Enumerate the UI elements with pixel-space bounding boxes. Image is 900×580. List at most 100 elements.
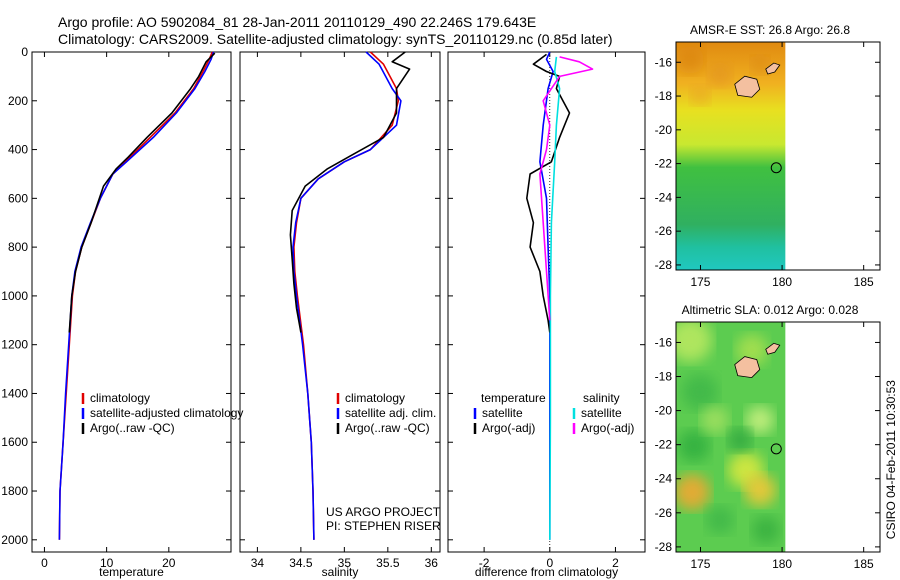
y-tick-label: -28 bbox=[655, 540, 673, 554]
legend-label: satellite bbox=[581, 406, 622, 420]
x-axis-label: salinity bbox=[322, 565, 359, 579]
legend-label: Argo(..raw -QC) bbox=[345, 421, 430, 435]
y-tick-label: 600 bbox=[8, 191, 28, 205]
y-tick-label: -18 bbox=[655, 370, 673, 384]
y-tick-label: -20 bbox=[655, 123, 673, 137]
map-frame bbox=[675, 41, 881, 271]
legend-label: Argo(-adj) bbox=[482, 421, 535, 435]
x-tick-label: 2 bbox=[612, 556, 619, 570]
profile-location-marker bbox=[770, 162, 782, 174]
y-tick-label: -22 bbox=[655, 157, 673, 171]
x-tick-label: 20 bbox=[162, 556, 176, 570]
x-tick-label: 35.5 bbox=[376, 556, 400, 570]
sst-patch bbox=[708, 63, 732, 87]
y-tick-label: -26 bbox=[655, 506, 673, 520]
x-axis-label: temperature bbox=[99, 565, 164, 579]
y-tick-label: -16 bbox=[655, 335, 673, 349]
series-line-climatology bbox=[293, 51, 400, 540]
legend-label: satellite bbox=[482, 406, 523, 420]
x-tick-label: 180 bbox=[772, 557, 792, 571]
panel-frame bbox=[31, 51, 232, 553]
y-tick-label: -26 bbox=[655, 224, 673, 238]
legend-label: Argo(..raw -QC) bbox=[90, 421, 175, 435]
legend-label: satellite adj. clim. bbox=[345, 406, 436, 420]
legend-title-temperature: temperature bbox=[481, 391, 546, 405]
sla-patch bbox=[706, 506, 734, 534]
x-tick-label: 175 bbox=[690, 275, 710, 289]
series-line-salinity-argo-adj- bbox=[539, 56, 594, 321]
profile-title: Argo profile: AO 5902084_81 28-Jan-2011 … bbox=[58, 14, 537, 30]
y-tick-label: -20 bbox=[655, 404, 673, 418]
legend-title-salinity: salinity bbox=[583, 391, 620, 405]
y-tick-label: 1000 bbox=[1, 289, 28, 303]
series-line-satellite bbox=[292, 51, 402, 540]
y-tick-label: -22 bbox=[655, 438, 673, 452]
y-tick-label: 1600 bbox=[1, 435, 28, 449]
x-tick-label: 180 bbox=[772, 275, 792, 289]
y-tick-label: 800 bbox=[8, 240, 28, 254]
island-viti-levu bbox=[734, 75, 761, 98]
y-tick-label: -24 bbox=[655, 190, 673, 204]
series-line-satellite bbox=[58, 51, 215, 540]
island-viti-levu bbox=[734, 356, 761, 379]
series-line-climatology bbox=[58, 51, 214, 540]
sla-patch bbox=[682, 374, 718, 410]
map-title: Altimetric SLA: 0.012 Argo: 0.028 bbox=[682, 303, 859, 317]
sla-patch bbox=[678, 430, 710, 462]
x-tick-label: 175 bbox=[690, 557, 710, 571]
x-tick-label: 10 bbox=[100, 556, 114, 570]
map-title: AMSR-E SST: 26.8 Argo: 26.8 bbox=[690, 23, 850, 37]
x-tick-label: 0 bbox=[546, 556, 553, 570]
sla-patch bbox=[746, 406, 774, 434]
island-vanua-levu bbox=[765, 342, 781, 355]
sla-patch bbox=[752, 516, 780, 544]
project-annotation: US ARGO PROJECT bbox=[326, 505, 441, 519]
y-tick-label: 1400 bbox=[1, 386, 28, 400]
map-panel-2: Altimetric SLA: 0.012 Argo: 0.028 175 180 1… bbox=[655, 303, 881, 571]
x-tick-label: 34 bbox=[251, 556, 265, 570]
map-field bbox=[676, 322, 786, 552]
y-tick-label: 200 bbox=[8, 94, 28, 108]
climatology-title: Climatology: CARS2009. Satellite-adjuste… bbox=[58, 31, 613, 47]
x-axis-label: difference from climatology bbox=[475, 565, 618, 579]
legend-label: climatology bbox=[90, 391, 150, 405]
legend-label: Argo(-adj) bbox=[581, 421, 634, 435]
y-tick-label: -28 bbox=[655, 258, 673, 272]
legend-label: satellite-adjusted climatology bbox=[90, 406, 243, 420]
x-tick-label: 185 bbox=[854, 557, 874, 571]
x-tick-label: 35 bbox=[338, 556, 352, 570]
pi-annotation: PI: STEPHEN RISER bbox=[326, 519, 441, 533]
x-tick-label: 34.5 bbox=[289, 556, 313, 570]
profile-location-marker bbox=[770, 443, 782, 455]
y-tick-label: 400 bbox=[8, 143, 28, 157]
sst-patch bbox=[690, 85, 710, 105]
y-tick-label: 0 bbox=[21, 45, 28, 59]
x-tick-label: 185 bbox=[854, 275, 874, 289]
sla-patch bbox=[701, 406, 729, 434]
panel-frame bbox=[239, 51, 441, 553]
sla-patch bbox=[744, 474, 776, 506]
x-tick-label: -2 bbox=[479, 556, 490, 570]
island-vanua-levu bbox=[765, 62, 781, 75]
series-line-argo bbox=[68, 52, 216, 333]
panel-frame bbox=[447, 51, 646, 553]
y-tick-label: -16 bbox=[655, 55, 673, 69]
sst-patch bbox=[751, 56, 769, 74]
y-tick-label: 2000 bbox=[1, 533, 28, 547]
sst-patch bbox=[676, 46, 704, 74]
sla-patch bbox=[676, 474, 710, 510]
sla-patch bbox=[676, 322, 712, 362]
map-frame bbox=[675, 321, 881, 553]
y-tick-label: 1800 bbox=[1, 484, 28, 498]
legend-panel-3: temperature salinitysatelliteArgo(-adj)sa… bbox=[473, 391, 634, 435]
y-tick-label: 1200 bbox=[1, 338, 28, 352]
series-line-salinity-satellite bbox=[548, 56, 561, 540]
map-panel-1: AMSR-E SST: 26.8 Argo: 26.8 175 180 185 -16 -… bbox=[655, 23, 881, 289]
profile-panel-2: 34 34.5 35 35.5 36 salinity bbox=[239, 51, 441, 579]
series-line-argo bbox=[289, 51, 411, 333]
